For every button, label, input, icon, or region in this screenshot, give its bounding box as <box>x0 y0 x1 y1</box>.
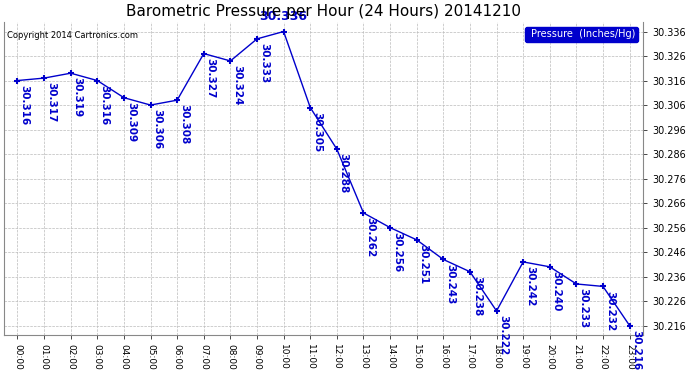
Text: 30.316: 30.316 <box>19 85 30 125</box>
Text: 30.243: 30.243 <box>445 264 455 304</box>
Text: 30.240: 30.240 <box>552 271 562 311</box>
Text: 30.308: 30.308 <box>179 104 189 145</box>
Text: 30.251: 30.251 <box>419 244 428 284</box>
Text: 30.327: 30.327 <box>206 58 216 98</box>
Text: 30.305: 30.305 <box>312 112 322 152</box>
Text: 30.242: 30.242 <box>525 266 535 306</box>
Title: Barometric Pressure per Hour (24 Hours) 20141210: Barometric Pressure per Hour (24 Hours) … <box>126 4 521 19</box>
Text: 30.216: 30.216 <box>631 330 642 370</box>
Text: 30.324: 30.324 <box>233 65 242 105</box>
Text: 30.309: 30.309 <box>126 102 136 142</box>
Text: 30.317: 30.317 <box>46 82 56 123</box>
Text: 30.262: 30.262 <box>366 217 375 257</box>
Text: 30.256: 30.256 <box>392 232 402 272</box>
Legend: Pressure  (Inches/Hg): Pressure (Inches/Hg) <box>525 27 638 42</box>
Text: 30.319: 30.319 <box>72 77 83 117</box>
Text: 30.232: 30.232 <box>605 291 615 331</box>
Text: 30.336: 30.336 <box>259 10 308 23</box>
Text: 30.316: 30.316 <box>99 85 109 125</box>
Text: 30.306: 30.306 <box>152 109 162 150</box>
Text: 30.238: 30.238 <box>472 276 482 316</box>
Text: 30.222: 30.222 <box>498 315 509 356</box>
Text: 30.333: 30.333 <box>259 43 269 83</box>
Text: 30.288: 30.288 <box>339 153 349 194</box>
Text: 30.233: 30.233 <box>578 288 589 328</box>
Text: Copyright 2014 Cartronics.com: Copyright 2014 Cartronics.com <box>8 31 139 40</box>
